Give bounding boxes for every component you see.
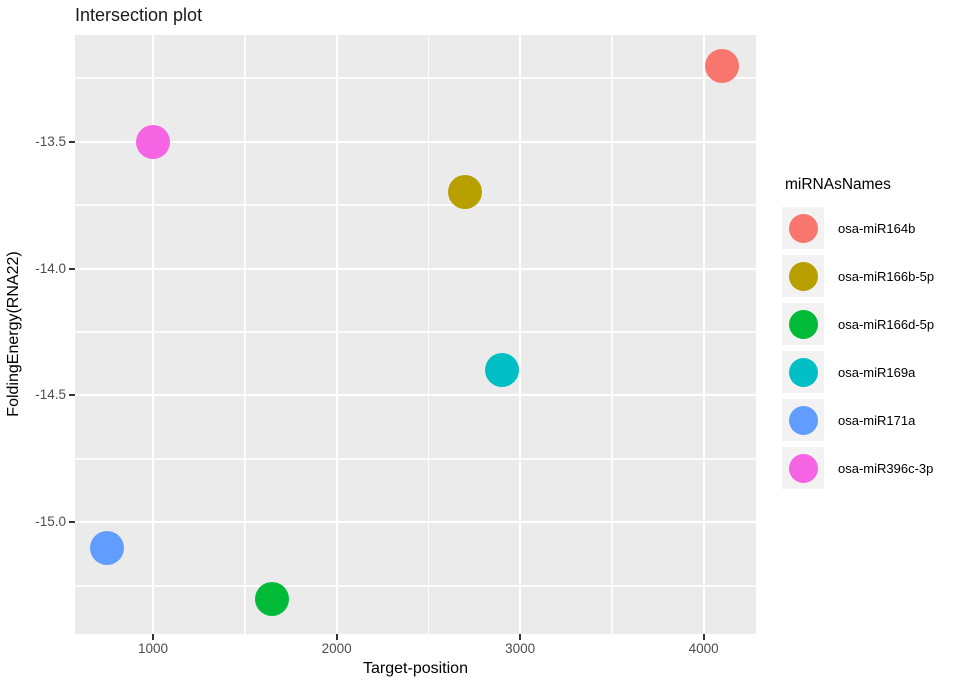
gridline-x-minor [427,35,430,634]
gridline-y-minor [75,204,756,206]
gridline-x-major [702,35,705,634]
x-tick-mark [519,634,522,640]
legend-item-osa-miR171a: osa-miR171a [782,396,934,444]
legend-key [782,255,824,297]
legend-key [782,399,824,441]
y-axis-title: FoldingEnergy(RNA22) [5,251,22,417]
legend-swatch-circle-icon [788,213,818,243]
y-tick-label: -15.0 [35,514,66,530]
gridline-y-major [75,394,756,397]
y-tick-mark [69,521,75,524]
x-tick-label: 4000 [688,641,719,656]
legend-label: osa-miR171a [838,412,916,428]
data-point-osa-miR166d-5p [255,581,290,616]
x-tick-label: 1000 [137,641,169,656]
legend-label: osa-miR166d-5p [838,316,935,332]
legend-key [782,351,824,393]
legend-label: osa-miR166b-5p [838,268,935,284]
legend-key [782,303,824,345]
y-tick-label: -14.0 [35,260,66,276]
gridline-y-minor [75,585,756,587]
gridline-y-major [75,521,756,524]
y-tick-mark [69,140,75,143]
legend-swatch-circle-icon [788,453,818,483]
y-tick-mark [69,394,75,397]
data-point-osa-miR164b [705,48,739,83]
data-point-osa-miR169a [484,353,519,387]
data-point-osa-miR171a [90,530,125,565]
legend-item-osa-miR166d-5p: osa-miR166d-5p [782,300,934,348]
y-tick-label: -14.5 [35,387,66,403]
x-tick-mark [335,634,338,640]
y-tick-mark [69,267,75,270]
legend-item-osa-miR166b-5p: osa-miR166b-5p [782,252,934,300]
x-tick-mark [152,634,154,640]
legend-swatch-circle-icon [788,309,818,339]
chart-title: Intersection plot [75,5,203,25]
legend-label: osa-miR169a [838,364,916,380]
legend-item-osa-miR396c-3p: osa-miR396c-3p [782,444,934,492]
legend-label: osa-miR396c-3p [838,460,934,476]
data-point-osa-miR166b-5p [448,175,483,210]
gridline-y-minor [75,331,756,333]
gridline-x-major [335,35,338,634]
legend-key [782,207,824,249]
x-tick-mark [702,634,705,640]
legend-item-osa-miR164b: osa-miR164b [782,204,934,252]
legend: miRNAsNames osa-miR164b osa-miR166b-5p osa… [782,174,934,492]
gridline-x-major [519,35,522,634]
gridline-y-minor [75,458,756,460]
legend-swatch-circle-icon [788,357,818,387]
legend-rows: osa-miR164b osa-miR166b-5p osa-miR166d-5p o… [782,204,934,492]
gridline-x-minor [244,35,246,634]
y-tick-label: -13.5 [35,133,66,149]
x-axis-title: Target-position [363,660,468,677]
data-point-osa-miR396c-3p [136,124,170,159]
x-tick-label: 3000 [505,641,536,656]
gridline-y-major [75,140,756,143]
legend-title: miRNAsNames [785,176,891,193]
gridline-y-minor [75,77,756,79]
plot-panel [75,35,756,634]
legend-swatch-circle-icon [788,405,818,435]
x-tick-label: 2000 [321,641,352,656]
gridline-x-minor [611,35,613,634]
gridline-x-major [152,35,154,634]
gridline-y-major [75,267,756,270]
legend-item-osa-miR169a: osa-miR169a [782,348,934,396]
legend-label: osa-miR164b [838,220,916,236]
legend-swatch-circle-icon [788,261,818,291]
legend-key [782,447,824,489]
